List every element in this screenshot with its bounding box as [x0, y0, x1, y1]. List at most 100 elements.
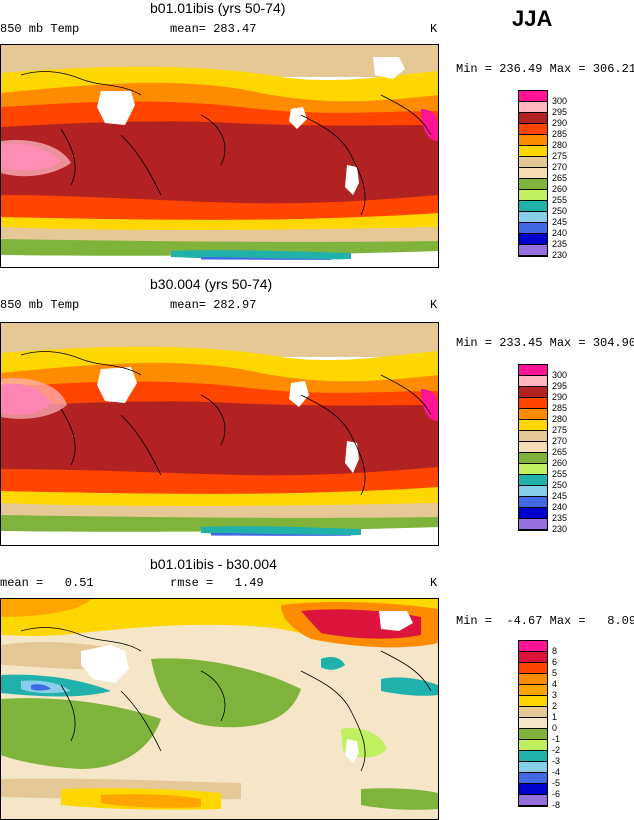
panel-3-colorbar-swatch: [519, 652, 547, 663]
panel-1-stats: Min = 236.49 Max = 306.21: [456, 62, 634, 76]
panel-1-colorbar-label: 270: [552, 162, 568, 172]
panel-2-colorbar-swatch: [519, 420, 547, 431]
panel-2-colorbar-swatch: [519, 464, 547, 475]
panel-3-rmse-label: rmse = 1.49: [170, 576, 264, 590]
panel-3-colorbar-labels: 8 6 5 4 3 2 1 0 -1 -2 -3 -4 -5 -6 -8: [552, 646, 560, 811]
panel-2-colorbar-label: 275: [552, 425, 568, 435]
panel-2-colorbar-swatch: [519, 486, 547, 497]
panel-1-colorbar-swatch: [519, 113, 547, 124]
panel-1-colorbar-label: 285: [552, 129, 568, 139]
panel-3-colorbar-label: -6: [552, 789, 561, 799]
panel-1-colorbar-label: 265: [552, 173, 568, 183]
panel-1-map: [0, 44, 439, 268]
panel-3-colorbar-label: 0: [552, 723, 558, 733]
panel-2-colorbar-label: 285: [552, 403, 568, 413]
panel-2-colorbar: [518, 364, 548, 531]
panel-2-colorbar-label: 270: [552, 436, 568, 446]
panel-2-colorbar-swatch: [519, 398, 547, 409]
panel-3-colorbar-label: -2: [552, 745, 561, 755]
panel-1-colorbar-label: 235: [552, 239, 568, 249]
panel-3-colorbar-label: 4: [552, 679, 558, 689]
panel-2-colorbar-labels: 300 295 290 285 280 275 270 265 260 255 250 245 240 2…: [552, 370, 567, 535]
panel-3-colorbar-swatch: [519, 740, 547, 751]
panel-1-colorbar-swatch: [519, 146, 547, 157]
panel-1-colorbar-labels: 300 295 290 285 280 275 270 265 260 255 250 245 240 2…: [552, 96, 567, 261]
panel-2-colorbar-swatch: [519, 508, 547, 519]
panel-1-units: K: [430, 22, 438, 36]
panel-1-colorbar-label: 300: [552, 96, 568, 106]
panel-1-colorbar-label: 290: [552, 118, 568, 128]
panel-2-colorbar-label: 230: [552, 524, 568, 534]
panel-2-colorbar-label: 240: [552, 502, 568, 512]
panel-1-colorbar-swatch: [519, 124, 547, 135]
panel-3-colorbar-swatch: [519, 729, 547, 740]
panel-3-colorbar-swatch: [519, 641, 547, 652]
panel-3-colorbar-label: 1: [552, 712, 558, 722]
panel-2-stats: Min = 233.45 Max = 304.90: [456, 336, 634, 350]
panel-2-colorbar-swatch: [519, 475, 547, 486]
panel-3-colorbar-swatch: [519, 762, 547, 773]
panel-1-colorbar-swatch: [519, 234, 547, 245]
panel-2-colorbar-swatch: [519, 387, 547, 398]
panel-2-map: [0, 322, 439, 546]
panel-2-colorbar-swatch: [519, 519, 547, 530]
panel-3-colorbar-label: 2: [552, 701, 558, 711]
panel-2-colorbar-swatch: [519, 431, 547, 442]
panel-3-colorbar-label: 8: [552, 646, 558, 656]
panel-1-colorbar-swatch: [519, 168, 547, 179]
panel-1-colorbar-swatch: [519, 157, 547, 168]
panel-3-mean-label: mean = 0.51: [0, 576, 94, 590]
panel-1-colorbar-swatch: [519, 135, 547, 146]
panel-2-title: b30.004 (yrs 50-74): [150, 276, 273, 292]
panel-2-units: K: [430, 298, 438, 312]
panel-3-map-graphic: [1, 599, 438, 819]
panel-3-colorbar-swatch: [519, 751, 547, 762]
panel-1-colorbar-label: 280: [552, 140, 568, 150]
panel-1-colorbar-label: 275: [552, 151, 568, 161]
panel-2-colorbar-label: 255: [552, 469, 568, 479]
panel-2-map-graphic: [1, 323, 438, 545]
panel-3-title: b01.01ibis - b30.004: [150, 556, 277, 572]
panel-3-colorbar-label: -4: [552, 767, 561, 777]
season-label: JJA: [512, 6, 553, 31]
panel-3-colorbar-label: -5: [552, 778, 561, 788]
panel-1-map-graphic: [1, 45, 438, 267]
panel-2-colorbar-label: 245: [552, 491, 568, 501]
panel-1-colorbar-swatch: [519, 190, 547, 201]
panel-2-colorbar-label: 265: [552, 447, 568, 457]
panel-1-colorbar-swatch: [519, 223, 547, 234]
panel-2-colorbar-label: 250: [552, 480, 568, 490]
panel-3-map: [0, 598, 439, 820]
panel-3-colorbar-swatch: [519, 795, 547, 806]
panel-2-variable-label: 850 mb Temp: [0, 298, 80, 312]
panel-1-variable-label: 850 mb Temp: [0, 22, 80, 36]
panel-2-colorbar-label: 300: [552, 370, 568, 380]
panel-2-colorbar-label: 260: [552, 458, 568, 468]
panel-1-colorbar-label: 255: [552, 195, 568, 205]
panel-1-colorbar-swatch: [519, 245, 547, 256]
panel-1-colorbar-label: 260: [552, 184, 568, 194]
panel-3-colorbar-label: 3: [552, 690, 558, 700]
panel-3-colorbar-label: 6: [552, 657, 558, 667]
panel-3-colorbar-swatch: [519, 685, 547, 696]
panel-2-colorbar-swatch: [519, 409, 547, 420]
panel-3-colorbar: [518, 640, 548, 807]
panel-1-colorbar-label: 240: [552, 228, 568, 238]
panel-1-colorbar-label: 245: [552, 217, 568, 227]
panel-1-colorbar-swatch: [519, 102, 547, 113]
panel-1-colorbar-label: 295: [552, 107, 568, 117]
panel-2-colorbar-swatch: [519, 442, 547, 453]
panel-2-colorbar-label: 280: [552, 414, 568, 424]
panel-2-colorbar-label: 290: [552, 392, 568, 402]
panel-2-colorbar-swatch: [519, 376, 547, 387]
panel-1-colorbar-swatch: [519, 179, 547, 190]
panel-3-colorbar-swatch: [519, 696, 547, 707]
panel-2-colorbar-swatch: [519, 453, 547, 464]
panel-1-colorbar-swatch: [519, 201, 547, 212]
panel-1-colorbar: [518, 90, 548, 257]
panel-3-colorbar-swatch: [519, 773, 547, 784]
panel-1-colorbar-label: 230: [552, 250, 568, 260]
panel-3-colorbar-label: -3: [552, 756, 561, 766]
panel-2-colorbar-swatch: [519, 365, 547, 376]
panel-2-mean-label: mean= 282.97: [170, 298, 257, 312]
